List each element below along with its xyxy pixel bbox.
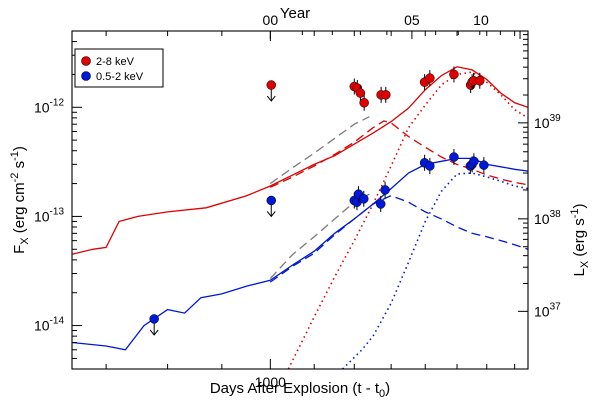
y-right-label-sup: -1 <box>569 209 581 219</box>
y-right-tick-base-1: 10 <box>534 211 550 227</box>
model-curve-hard-forward <box>270 120 528 188</box>
y-left-tick-label-1: 10-13 <box>34 206 64 224</box>
y-right-label-pre-sub: X <box>579 260 591 268</box>
y-right-tick-label-1: 1038 <box>534 209 561 227</box>
legend: 2-8 keV 0.5-2 keV <box>74 48 164 88</box>
point-hard-0-limit-arrow <box>266 95 276 102</box>
y-right-tick-label-0: 1037 <box>534 301 561 319</box>
point-soft-6 <box>376 199 386 209</box>
y-right-label-main: (erg s <box>571 218 588 261</box>
legend-box <box>74 48 164 88</box>
legend-label-soft: 0.5-2 keV <box>96 71 144 83</box>
point-hard-4 <box>359 98 369 108</box>
x-top-tick-label-0: 00 <box>263 12 279 28</box>
point-soft-13 <box>469 156 479 167</box>
legend-marker-hard <box>81 56 91 66</box>
point-hard-0 <box>266 80 277 90</box>
y-right-tick-label-2: 1039 <box>534 113 561 131</box>
y-left-tick-base-1: 10 <box>34 208 50 224</box>
x-axis-label: Days After Explosion (t - t0) <box>210 380 390 400</box>
model-curve-soft-total <box>72 157 528 351</box>
y-left-tick-base-2: 10 <box>34 99 50 115</box>
x-top-tick-label-2: 10 <box>473 12 489 28</box>
plot-border <box>71 30 529 370</box>
y-right-label-pre: L <box>571 268 588 276</box>
x-axis-label-main: Days After Explosion (t - t <box>210 380 380 397</box>
y-right-tick-exp-1: 38 <box>550 209 562 220</box>
y-left-label-sup1: -2 <box>9 173 21 183</box>
y-left-label-main: (erg cm <box>11 182 28 237</box>
point-hard-13 <box>475 76 485 86</box>
point-hard-9 <box>449 69 459 80</box>
y-left-axis-label: FX (erg cm-2 s-1) <box>9 146 31 254</box>
model-curves <box>72 66 528 369</box>
y-left-tick-exp-1: -13 <box>50 206 65 217</box>
x-axis-label-end: ) <box>385 380 390 397</box>
point-soft-0-limit-arrow <box>149 329 159 336</box>
point-hard-6 <box>381 90 391 100</box>
point-soft-5 <box>359 194 369 204</box>
point-soft-9 <box>425 161 435 171</box>
y-left-label-mid: s <box>11 161 28 173</box>
model-curve-hard-total <box>72 66 528 255</box>
y-right-tick-exp-0: 37 <box>550 301 562 312</box>
data-points <box>149 66 489 336</box>
y-left-label-pre-sub: X <box>19 237 31 245</box>
model-curve-hard-gray <box>269 116 370 185</box>
top-axis-label: Year <box>280 5 310 22</box>
x-top-tick-label-1: 05 <box>404 12 420 28</box>
point-hard-8 <box>425 73 435 83</box>
y-left-tick-label-2: 10-12 <box>34 97 64 115</box>
y-left-label-pre: F <box>11 245 28 254</box>
legend-marker-soft <box>81 71 91 81</box>
y-left-tick-base-0: 10 <box>34 318 50 334</box>
point-soft-0 <box>149 314 159 324</box>
y-left-label-end: ) <box>11 146 28 151</box>
y-right-tick-base-2: 10 <box>534 115 550 131</box>
y-right-axis-label: LX (erg s-1) <box>569 204 591 277</box>
point-hard-3 <box>355 88 366 98</box>
model-curve-hard-reverse <box>287 71 528 369</box>
x-axis-label-sub: 0 <box>379 388 385 400</box>
y-left-tick-label-0: 10-14 <box>34 316 64 334</box>
model-curve-soft-reverse <box>342 172 528 369</box>
point-soft-14 <box>479 160 489 170</box>
y-left-tick-exp-2: -12 <box>50 97 65 108</box>
point-soft-1-limit-arrow <box>266 211 276 218</box>
point-soft-7 <box>380 185 390 195</box>
model-curve-soft-forward <box>269 194 528 283</box>
y-right-tick-exp-2: 39 <box>550 113 562 124</box>
y-right-tick-base-0: 10 <box>534 303 550 319</box>
y-right-label-end: ) <box>571 204 588 209</box>
legend-label-hard: 2-8 keV <box>96 56 135 68</box>
point-soft-1 <box>266 195 277 206</box>
point-soft-10 <box>449 152 459 162</box>
y-left-label-sup2: -1 <box>9 151 21 161</box>
y-left-tick-exp-0: -14 <box>50 316 65 327</box>
x-tick-label-0: 1000 <box>255 374 286 390</box>
plot-frame <box>71 30 529 370</box>
